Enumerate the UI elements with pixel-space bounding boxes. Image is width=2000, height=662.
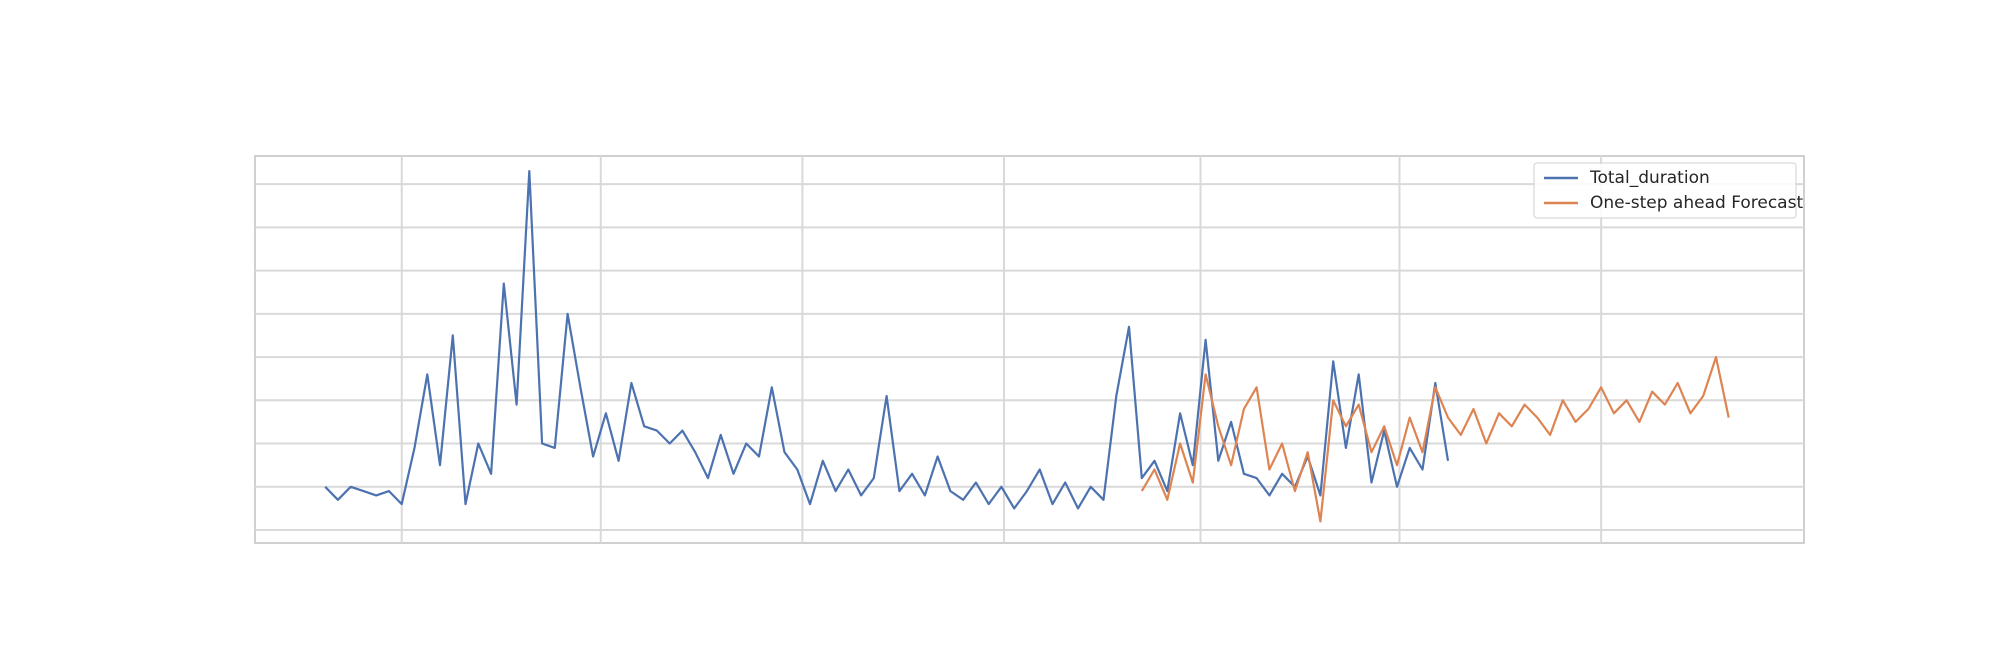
- legend-box: [1533, 162, 1797, 219]
- series-line: [1140, 356, 1730, 523]
- plot-area: [254, 155, 1805, 544]
- legend-label: Total_duration: [1589, 168, 1710, 188]
- series-line: [324, 170, 1450, 510]
- legend-label: One-step ahead Forecast: [1590, 193, 1803, 213]
